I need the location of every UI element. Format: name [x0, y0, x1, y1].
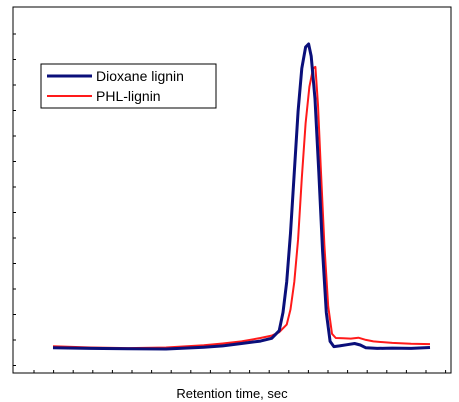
legend: Dioxane lignin PHL-lignin — [40, 63, 217, 109]
legend-label-phl-lignin: PHL-lignin — [96, 88, 161, 104]
series-line-dioxane-lignin — [52, 42, 431, 351]
legend-label-dioxane-lignin: Dioxane lignin — [96, 68, 184, 84]
axis-ticks — [13, 33, 447, 373]
x-axis-label: Retention time, sec — [176, 386, 288, 401]
legend-box — [40, 63, 217, 109]
plot-area-frame — [12, 6, 452, 374]
series-line-phl-lignin — [52, 65, 431, 350]
series-lines — [52, 42, 431, 351]
